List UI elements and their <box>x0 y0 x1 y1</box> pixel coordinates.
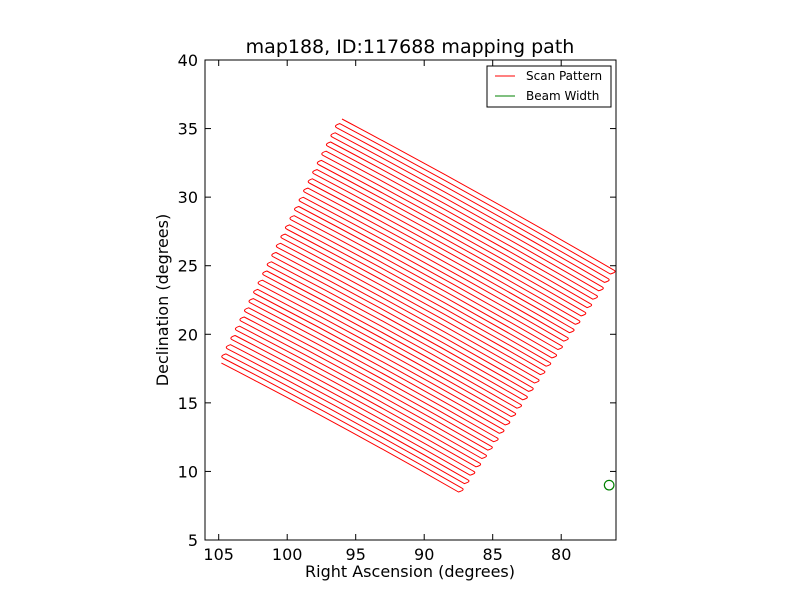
x-tick-label: 90 <box>414 545 434 564</box>
scan-pattern-line <box>221 118 616 493</box>
y-tick-label: 25 <box>178 257 198 276</box>
beam-width-series <box>603 479 615 491</box>
x-axis-label: Right Ascension (degrees) <box>305 562 515 581</box>
y-tick-label: 10 <box>178 462 198 481</box>
chart-title: map188, ID:117688 mapping path <box>246 36 575 58</box>
y-tick-label: 15 <box>178 394 198 413</box>
legend: Scan Pattern Beam Width <box>486 65 612 108</box>
x-axis: 105 100 95 90 85 80 <box>203 60 571 564</box>
x-tick-label: 85 <box>483 545 503 564</box>
scan-pattern-series <box>221 118 616 493</box>
y-tick-label: 20 <box>178 325 198 344</box>
x-tick-label: 100 <box>272 545 303 564</box>
y-tick-label: 40 <box>178 51 198 70</box>
plot-frame <box>204 59 617 541</box>
legend-label-scan-pattern: Scan Pattern <box>526 69 602 83</box>
y-tick-label: 5 <box>188 531 198 550</box>
y-axis: 5 10 15 20 25 30 35 40 <box>178 51 616 550</box>
legend-label-beam-width: Beam Width <box>526 89 599 103</box>
x-tick-label: 95 <box>346 545 366 564</box>
y-tick-label: 35 <box>178 120 198 139</box>
y-tick-label: 30 <box>178 188 198 207</box>
x-tick-label: 80 <box>551 545 571 564</box>
legend-box <box>486 65 612 108</box>
beam-width-marker <box>603 479 615 491</box>
x-tick-label: 105 <box>203 545 234 564</box>
y-axis-label: Declination (degrees) <box>153 214 172 386</box>
